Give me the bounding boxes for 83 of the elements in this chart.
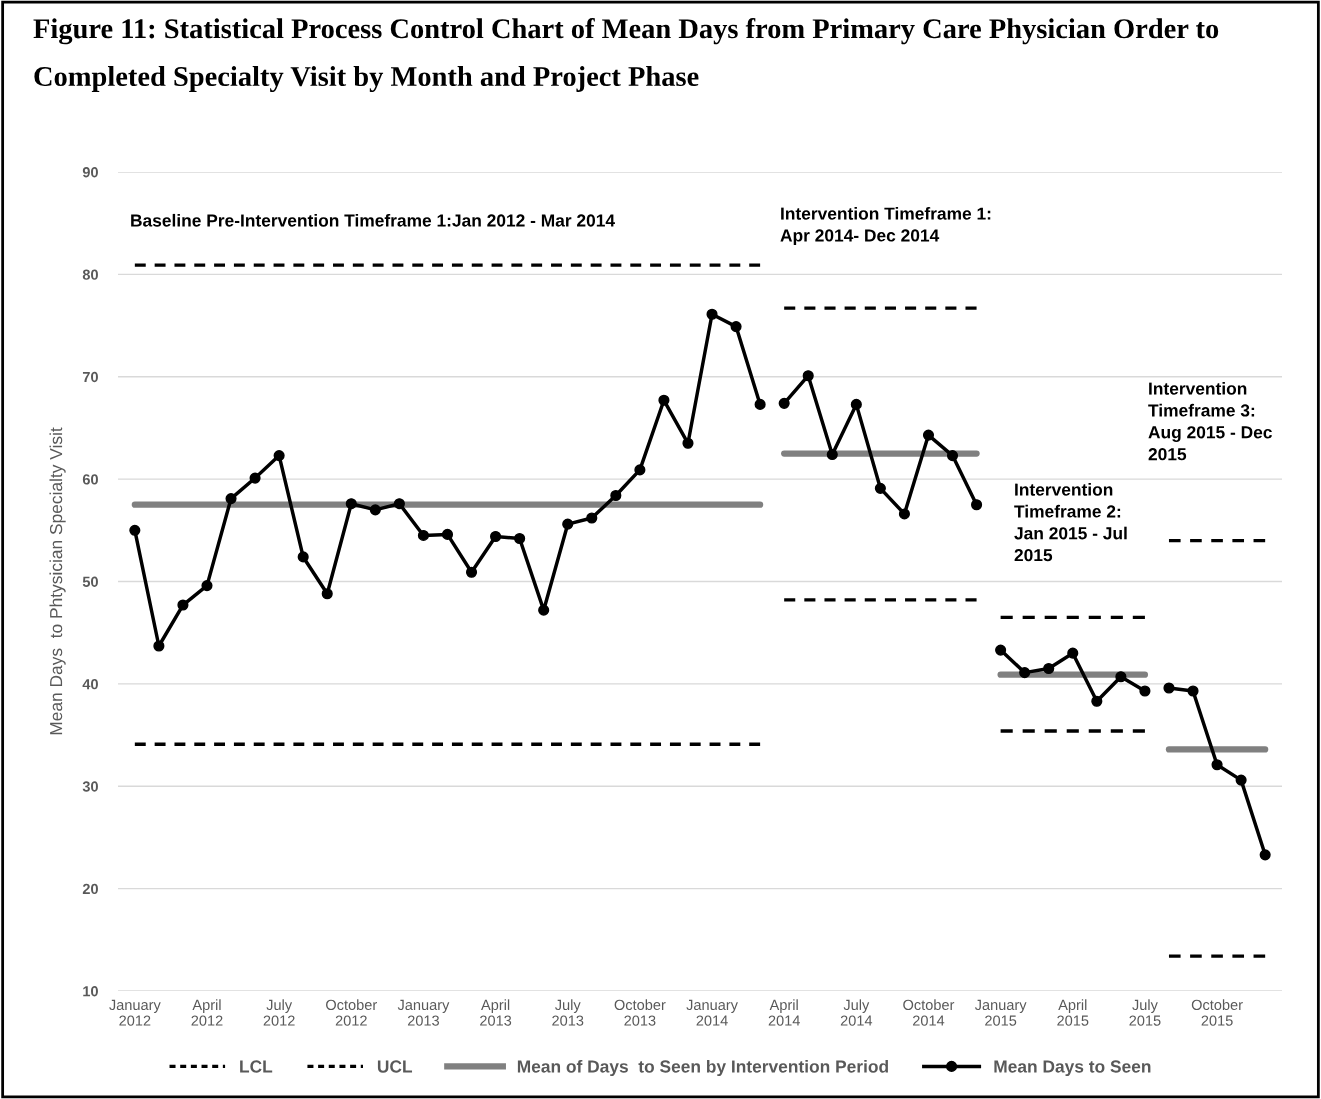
point (129, 524, 141, 536)
point (1211, 759, 1223, 771)
y-tick-label: 40 (82, 678, 98, 690)
x-tick-label: July 2013 (552, 999, 584, 1026)
x-tick-label: October 2015 (1191, 999, 1243, 1026)
point (1259, 849, 1271, 861)
point (610, 489, 622, 502)
point (321, 588, 333, 600)
annotation: Intervention Timeframe 2: Jan 2015 - Jul 2015 (1014, 483, 1127, 562)
x-tick-label: July 2015 (1129, 999, 1161, 1026)
x-tick-label: April 2015 (1057, 999, 1089, 1026)
point (1139, 685, 1151, 697)
y-tick-label: 30 (82, 781, 98, 792)
point (802, 370, 814, 382)
point (898, 508, 910, 520)
point (273, 450, 285, 462)
point (706, 308, 718, 320)
x-tick-label: January 2014 (686, 999, 738, 1026)
point (562, 518, 574, 530)
point (490, 530, 502, 543)
x-tick-label: January 2015 (974, 999, 1027, 1026)
point (1067, 647, 1079, 659)
legend-label: LCL (240, 1060, 273, 1073)
x-tick-label: January 2013 (397, 999, 450, 1026)
legend-label: UCL (377, 1060, 413, 1073)
point (345, 498, 357, 510)
x-tick-label: October 2014 (903, 999, 955, 1026)
x-tick-label: October 2012 (326, 999, 377, 1026)
point (297, 551, 309, 563)
annotation: Intervention Timeframe 1: Apr 2014- Dec 2014 (780, 207, 991, 246)
point (658, 394, 670, 406)
y-tick-label: 80 (82, 269, 98, 280)
x-tick-label: July 2014 (840, 999, 873, 1026)
y-tick-label: 70 (82, 371, 98, 383)
point (514, 532, 526, 545)
point (417, 529, 429, 541)
point (874, 482, 886, 494)
point (441, 528, 454, 540)
x-tick-label: April 2013 (480, 999, 512, 1026)
point (153, 640, 165, 652)
point (922, 429, 935, 441)
legend-label: Mean Days to Seen (994, 1060, 1151, 1077)
point (225, 493, 237, 505)
y-tick-label: 20 (82, 883, 98, 895)
y-tick-label: 10 (83, 986, 98, 997)
point (393, 498, 405, 510)
x-tick-label: October 2013 (614, 999, 666, 1026)
y-tick-label: 60 (82, 474, 98, 485)
x-tick-label: July 2012 (263, 999, 295, 1026)
point (1163, 682, 1175, 694)
point (946, 450, 959, 462)
point (850, 398, 862, 410)
annotation: Baseline Pre-Intervention Timeframe 1:Jan 2012 - Mar 2014 (131, 213, 615, 227)
point (730, 321, 742, 333)
point (249, 472, 261, 484)
legend-label: Mean of Days to Seen by Intervention Period (517, 1059, 888, 1077)
point (586, 512, 598, 524)
x-tick-label: April 2012 (191, 999, 223, 1026)
x-tick-label: January 2012 (109, 999, 161, 1026)
point (634, 464, 646, 476)
point (201, 580, 213, 592)
point (369, 504, 381, 516)
point (1091, 695, 1103, 707)
point (682, 437, 694, 449)
point (778, 397, 790, 409)
point (1115, 671, 1127, 683)
x-tick-label: April 2014 (768, 999, 800, 1026)
point (754, 398, 766, 410)
y-tick-label: 50 (82, 576, 98, 587)
point (995, 644, 1007, 656)
y-axis-title: Mean Days to Phtysician Specialty Visit (49, 427, 66, 735)
point (1019, 667, 1031, 679)
chart-title: Figure 11: Statistical Process Control Chart of Mean Days from Primary Care Physician Order to Completed Specialty Visit by Month and Project Phase (33, 18, 1219, 92)
annotation: Intervention Timeframe 3: Aug 2015 - Dec 2015 (1148, 382, 1272, 461)
point (971, 499, 983, 511)
y-tick-label: 90 (82, 167, 98, 178)
point (177, 599, 189, 611)
point (538, 604, 550, 616)
point (1043, 662, 1055, 675)
point (826, 448, 838, 461)
point (465, 566, 478, 578)
point (1235, 774, 1247, 786)
point (1187, 685, 1199, 697)
